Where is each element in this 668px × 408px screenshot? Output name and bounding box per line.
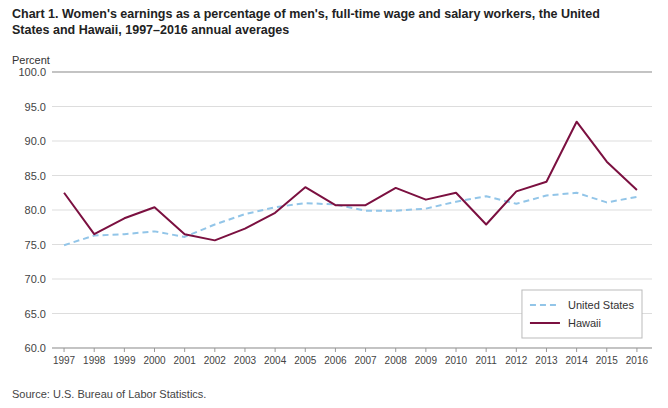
x-tick-label: 2008 xyxy=(385,355,408,366)
grid-line xyxy=(52,348,652,349)
legend-swatch xyxy=(530,304,560,306)
y-tick-label: 60.0 xyxy=(25,342,46,354)
x-tick-label: 2005 xyxy=(294,355,317,366)
title: States and Hawaii, 1997–2016 annual aver… xyxy=(12,23,289,37)
x-tick xyxy=(64,348,65,352)
x-tick-label: 2015 xyxy=(596,355,619,366)
title: Chart 1. Women's earnings as a percentag… xyxy=(12,7,600,21)
y-tick-label: 80.0 xyxy=(25,204,46,216)
x-tick xyxy=(124,348,125,352)
x-tick-label: 1998 xyxy=(83,355,106,366)
legend-label: Hawaii xyxy=(568,317,601,329)
legend-swatch xyxy=(530,322,560,324)
x-tick xyxy=(335,348,336,352)
x-tick-label: 2006 xyxy=(324,355,347,366)
x-tick xyxy=(636,348,637,352)
x-tick-label: 2004 xyxy=(264,355,287,366)
y-tick-label: 85.0 xyxy=(25,170,46,182)
x-tick xyxy=(305,348,306,352)
grid-line xyxy=(52,175,652,176)
x-tick xyxy=(395,348,396,352)
x-tick-label: 2003 xyxy=(234,355,257,366)
x-tick xyxy=(154,348,155,352)
x-tick xyxy=(546,348,547,352)
x-tick-label: 2010 xyxy=(445,355,468,366)
grid-line xyxy=(52,106,652,107)
legend: United States Hawaii xyxy=(522,290,642,338)
y-tick-label: 65.0 xyxy=(25,308,46,320)
x-tick-label: 2002 xyxy=(204,355,227,366)
x-tick xyxy=(456,348,457,352)
grid-line xyxy=(52,244,652,245)
grid-line xyxy=(52,72,652,73)
x-tick xyxy=(275,348,276,352)
y-tick-label: 75.0 xyxy=(25,239,46,251)
x-tick-label: 2011 xyxy=(475,355,497,366)
x-axis-line xyxy=(52,348,652,349)
y-tick-label: 70.0 xyxy=(25,273,46,285)
x-tick xyxy=(244,348,245,352)
plot-frame-top xyxy=(52,72,652,73)
plot-area xyxy=(64,122,637,246)
x-tick xyxy=(184,348,185,352)
x-tick xyxy=(425,348,426,352)
x-tick-label: 2007 xyxy=(354,355,377,366)
source-note: Source: U.S. Bureau of Labor Statistics. xyxy=(12,388,206,400)
x-tick xyxy=(94,348,95,352)
x-tick-label: 2001 xyxy=(174,355,197,366)
grid-line xyxy=(52,279,652,280)
x-tick xyxy=(365,348,366,352)
grid-line xyxy=(52,141,652,142)
x-tick-label: 1997 xyxy=(53,355,76,366)
grid-line xyxy=(52,210,652,211)
x-tick xyxy=(214,348,215,352)
y-tick-label: 95.0 xyxy=(25,101,46,113)
x-tick xyxy=(516,348,517,352)
x-tick-label: 2013 xyxy=(535,355,558,366)
x-tick-label: 2016 xyxy=(626,355,649,366)
x-tick-label: 2009 xyxy=(415,355,438,366)
series-line xyxy=(64,193,637,245)
series-line xyxy=(64,122,637,241)
y-axis-label: Percent xyxy=(12,54,50,66)
x-tick xyxy=(606,348,607,352)
chart: Chart 1. Women's earnings as a percentag… xyxy=(0,0,668,408)
x-tick-label: 1999 xyxy=(113,355,136,366)
y-tick-label: 90.0 xyxy=(25,135,46,147)
x-tick xyxy=(576,348,577,352)
x-tick-label: 2012 xyxy=(505,355,528,366)
y-tick-label: 100.0 xyxy=(18,66,46,78)
legend-label: United States xyxy=(568,299,635,311)
legend-box xyxy=(522,290,642,338)
x-tick xyxy=(486,348,487,352)
x-tick-label: 2014 xyxy=(565,355,588,366)
x-tick-label: 2000 xyxy=(143,355,166,366)
